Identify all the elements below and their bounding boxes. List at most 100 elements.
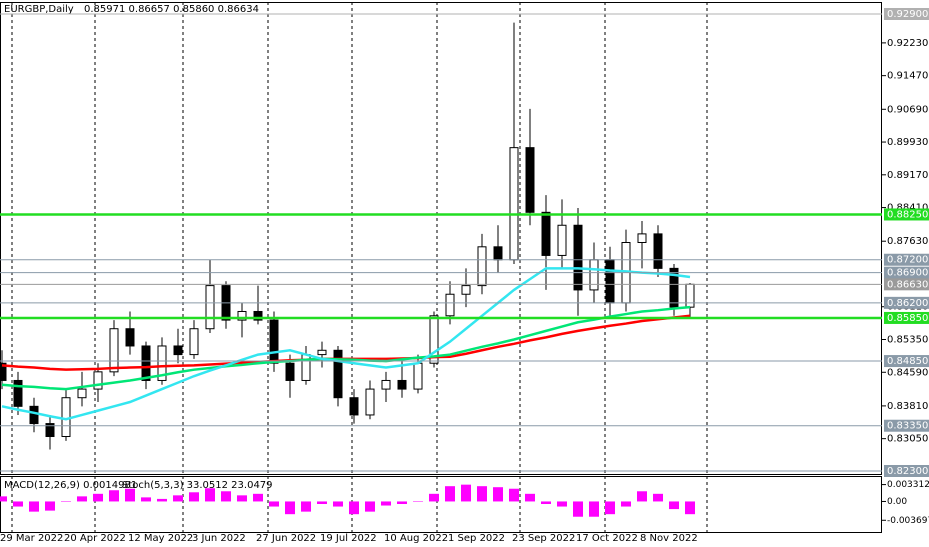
level-label-box (884, 278, 929, 291)
candle-body (381, 379, 391, 390)
candle-body (445, 293, 455, 317)
x-tick-label: 29 Mar 2022 (0, 533, 63, 544)
y-tick-label: 0.0033128 (887, 480, 929, 490)
macd-bar (269, 501, 279, 507)
candle-body (141, 345, 151, 381)
macd-bar (125, 488, 135, 502)
level-label: 0.86200 (887, 298, 928, 309)
x-tick-label: 19 Jul 2022 (320, 533, 377, 544)
candle-body (205, 285, 215, 330)
candle-body (333, 349, 343, 399)
y-tick-label: 0.87630 (887, 236, 928, 247)
level-label-box (884, 8, 929, 20)
macd-bar (637, 491, 647, 502)
x-tick-label: 3 Jun 2022 (192, 533, 246, 544)
candle-body (189, 328, 199, 356)
macd-bar (669, 501, 679, 510)
macd-bar (605, 501, 615, 515)
y-tick-label: 0.83050 (887, 434, 928, 445)
x-tick-label: 17 Oct 2022 (576, 533, 638, 544)
macd-bar (173, 495, 183, 502)
level-label: 0.87200 (887, 255, 928, 266)
x-tick-label: 1 Sep 2022 (448, 533, 505, 544)
macd-bar (445, 486, 455, 502)
macd-bar (557, 501, 567, 507)
ohlc-readout: 0.85971 0.86657 0.85860 0.86634 (84, 4, 259, 15)
macd-bar (541, 501, 551, 504)
macd-bar (685, 501, 695, 515)
macd-bar (0, 496, 7, 502)
candle-body (461, 285, 471, 295)
level-label-box (884, 355, 929, 368)
x-tick-label: 27 Jun 2022 (256, 533, 316, 544)
y-tick-label: 0.85350 (887, 335, 928, 346)
macd-bar (573, 501, 583, 517)
level-label: 0.88250 (887, 209, 928, 220)
candle-body (93, 371, 103, 390)
macd-bar (413, 501, 423, 502)
macd-bar (653, 493, 663, 502)
candle-body (109, 328, 119, 373)
macd-bar (253, 493, 263, 502)
macd-bar (77, 496, 87, 502)
macd-bar (285, 501, 295, 515)
macd-bar (429, 493, 439, 502)
candle-body (653, 233, 663, 269)
candle-body (525, 147, 535, 213)
macd-bar (365, 501, 375, 512)
macd-bar (205, 488, 215, 502)
x-tick-label: 10 Aug 2022 (384, 533, 448, 544)
macd-bar (45, 501, 55, 511)
level-label: 0.85850 (887, 313, 928, 324)
candle-body (605, 259, 615, 304)
separators (11, 2, 708, 532)
macd-bar (333, 501, 343, 507)
candle-body (285, 362, 295, 381)
candle-body (0, 362, 7, 381)
candle-body (61, 397, 71, 438)
macd-bar (589, 501, 599, 517)
x-tick-label: 12 May 2022 (128, 533, 193, 544)
macd-bar (189, 492, 199, 502)
y-tick-label: 0.89930 (887, 137, 928, 148)
level-label: 0.86630 (887, 279, 928, 290)
x-tick-label: 20 Apr 2022 (64, 533, 126, 544)
candle-body (429, 315, 439, 364)
candle-body (669, 267, 679, 308)
candle-body (173, 345, 183, 356)
macd-bar (157, 498, 167, 502)
macd-bar (381, 501, 391, 506)
candle-body (45, 423, 55, 438)
macd-bar (525, 493, 535, 502)
candle-body (349, 397, 359, 416)
y-tick-label: 0.83810 (887, 401, 928, 412)
macd-bar (461, 484, 471, 502)
candle-body (13, 379, 23, 407)
candle-body (157, 345, 167, 381)
candle-body (589, 259, 599, 291)
candle-body (77, 388, 87, 399)
level-label-box (884, 465, 929, 477)
candle-body (397, 379, 407, 390)
level-label-box (884, 296, 929, 309)
macd-bar (237, 495, 247, 502)
y-tick-label: 0.90690 (887, 104, 928, 115)
candle-body (125, 328, 135, 347)
y-tick-label: 0.00 (887, 497, 907, 507)
macd-bar (93, 493, 103, 502)
macd-bar (493, 487, 503, 502)
sub-panel-frame (0, 476, 882, 533)
candle-body (413, 362, 423, 390)
main-panel-frame (0, 2, 882, 475)
candle-body (541, 211, 551, 256)
macd-bar (141, 497, 151, 502)
macd-bar (61, 501, 71, 502)
candle-body (365, 388, 375, 416)
x-tick-label: 23 Sep 2022 (512, 533, 575, 544)
x-tick-label: 8 Nov 2022 (640, 533, 698, 544)
y-tick-label: -0.0036970 (887, 516, 929, 526)
y-tick-label: 0.89170 (887, 170, 928, 181)
candle-body (637, 233, 647, 244)
moving-average (1, 305, 691, 391)
